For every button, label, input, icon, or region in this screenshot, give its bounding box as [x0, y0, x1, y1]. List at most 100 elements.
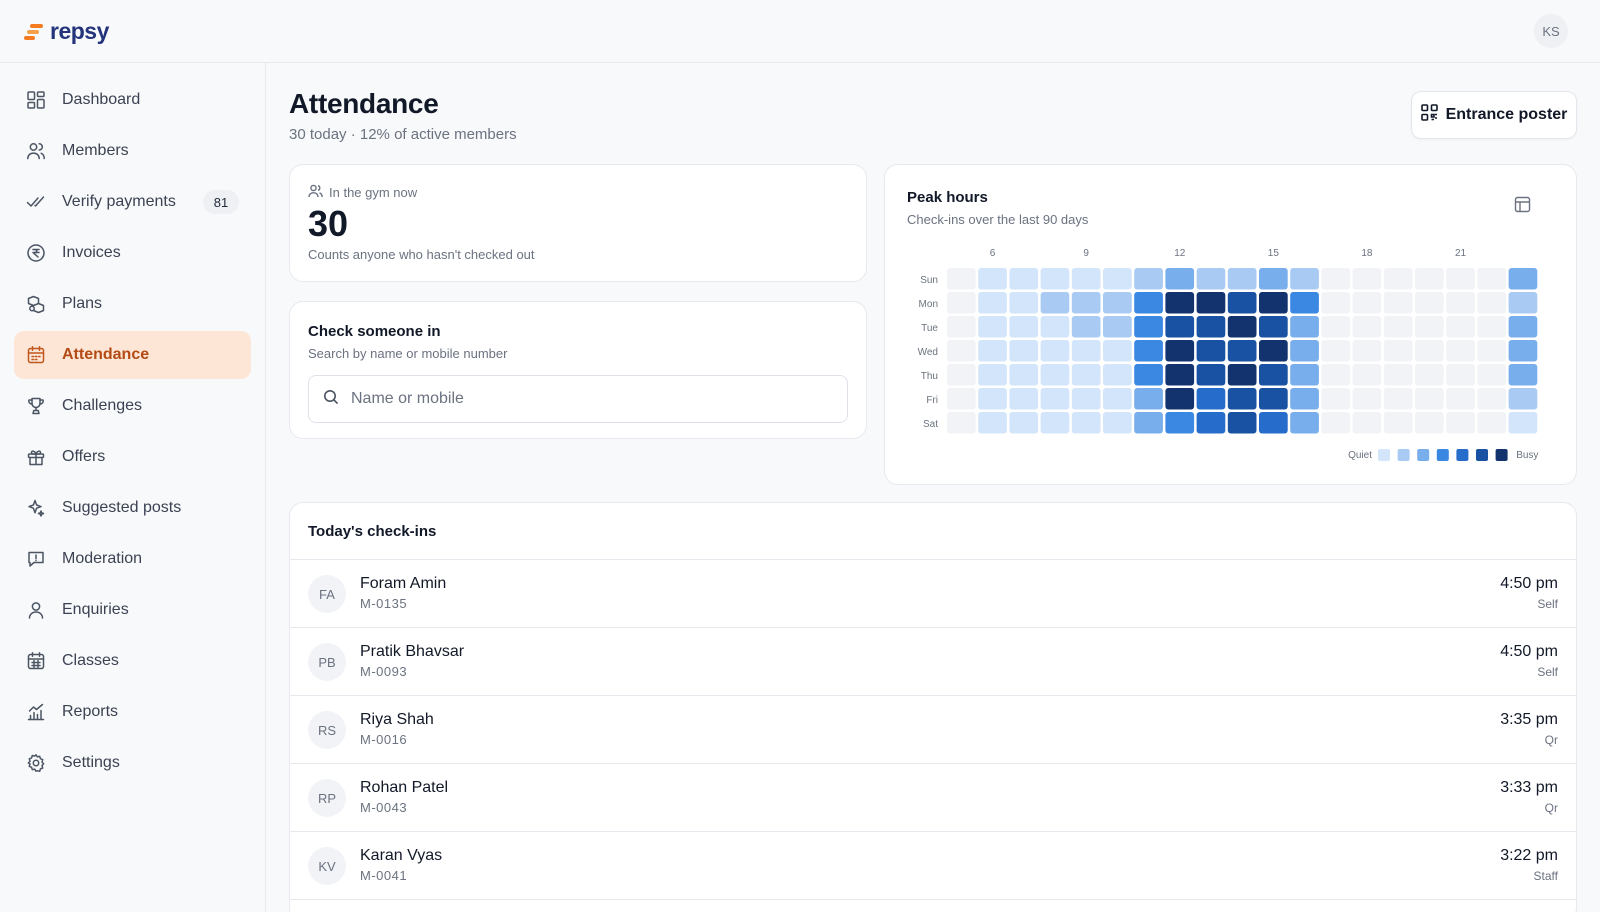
- member-avatar: PB: [308, 643, 346, 681]
- check-in-card: Check someone in Search by name or mobil…: [289, 301, 867, 439]
- heatmap-cell: [1259, 412, 1288, 434]
- member-avatar: RS: [308, 711, 346, 749]
- heatmap-cell: [1321, 364, 1351, 386]
- sidebar-item-members[interactable]: Members: [14, 127, 251, 175]
- day-label: Thu: [921, 371, 938, 382]
- heatmap-cell: [978, 388, 1007, 410]
- chart-icon: [26, 702, 46, 722]
- member-id: M-0016: [360, 732, 408, 747]
- checkin-row[interactable]: PB Pratik Bhavsar M-0093 4:50 pm Self: [290, 628, 1576, 696]
- qr-code-icon: [1420, 104, 1438, 126]
- heatmap-cell: [1352, 412, 1382, 434]
- heatmap-cell: [1227, 316, 1257, 338]
- checkin-time: 4:50 pm: [1500, 575, 1558, 592]
- checkin-row[interactable]: KV Karan Vyas M-0041 3:22 pm Staff: [290, 832, 1576, 900]
- heatmap-cell: [947, 388, 976, 410]
- peak-hours-title: Peak hours: [907, 189, 988, 206]
- table-view-icon[interactable]: [1514, 196, 1531, 218]
- sidebar-item-plans[interactable]: Plans: [14, 280, 251, 328]
- app-logo[interactable]: repsy: [24, 18, 109, 45]
- day-label: Sun: [920, 275, 938, 286]
- in-gym-now-card: In the gym now 30 Counts anyone who hasn…: [289, 164, 867, 282]
- in-gym-now-label: In the gym now: [329, 185, 418, 200]
- heatmap-cell: [978, 268, 1007, 290]
- heatmap-cell: [1290, 388, 1319, 410]
- member-avatar: FA: [308, 575, 346, 613]
- sidebar-item-classes[interactable]: Classes: [14, 637, 251, 685]
- heatmap-cell: [1383, 364, 1413, 386]
- heatmap-cell: [947, 340, 976, 362]
- checkin-time: 3:35 pm: [1500, 711, 1558, 728]
- sidebar-item-attendance[interactable]: Attendance: [14, 331, 251, 379]
- top-bar: repsy KS: [0, 0, 1600, 63]
- sidebar-item-suggested-posts[interactable]: Suggested posts: [14, 484, 251, 532]
- heatmap-cell: [1383, 292, 1413, 314]
- heatmap-cell: [1165, 388, 1195, 410]
- entrance-poster-button[interactable]: Entrance poster: [1411, 91, 1577, 139]
- sidebar-item-reports[interactable]: Reports: [14, 688, 251, 736]
- user-avatar[interactable]: KS: [1534, 14, 1568, 48]
- heatmap-cell: [1071, 268, 1101, 290]
- entrance-poster-label: Entrance poster: [1445, 106, 1568, 123]
- sidebar-item-settings[interactable]: Settings: [14, 739, 251, 787]
- heatmap-cell: [1321, 340, 1351, 362]
- heatmap-cell: [1227, 412, 1257, 434]
- heatmap-cell: [1165, 316, 1195, 338]
- heatmap-cell: [1071, 316, 1101, 338]
- x-tick-label: 15: [1268, 248, 1280, 259]
- x-tick-label: 6: [990, 248, 996, 259]
- checkin-time: 3:33 pm: [1500, 779, 1558, 796]
- heatmap-cell: [1196, 292, 1226, 314]
- heatmap-cell: [1383, 316, 1413, 338]
- trophy-icon: [26, 396, 46, 416]
- check-in-search-input[interactable]: [351, 390, 831, 408]
- heatmap-cell: [1290, 316, 1319, 338]
- gear-icon: [26, 753, 46, 773]
- heatmap-cell: [1321, 412, 1351, 434]
- legend-swatch: [1378, 449, 1390, 461]
- heatmap-cell: [1165, 292, 1195, 314]
- member-name: Rohan Patel: [360, 779, 449, 796]
- sidebar-item-label: Moderation: [62, 550, 143, 567]
- sidebar-item-moderation[interactable]: Moderation: [14, 535, 251, 583]
- heatmap-cell: [978, 316, 1007, 338]
- checkin-row[interactable]: FA Foram Amin M-0135 4:50 pm Self: [290, 560, 1576, 628]
- member-name: Karan Vyas: [360, 847, 443, 864]
- heatmap-cell: [1446, 268, 1475, 290]
- heatmap-cell: [1383, 412, 1413, 434]
- heatmap-cell: [1508, 388, 1538, 410]
- heatmap-cell: [1508, 364, 1538, 386]
- heatmap-cell: [1103, 388, 1132, 410]
- heatmap-cell: [1415, 268, 1444, 290]
- heatmap-cell: [1103, 292, 1132, 314]
- heatmap-cell: [947, 268, 976, 290]
- sidebar-item-offers[interactable]: Offers: [14, 433, 251, 481]
- heatmap-cell: [1134, 316, 1163, 338]
- heatmap-cell: [1165, 268, 1195, 290]
- heatmap-cell: [1227, 388, 1257, 410]
- sidebar-item-invoices[interactable]: Invoices: [14, 229, 251, 277]
- heatmap-cell: [1071, 340, 1101, 362]
- heatmap-cell: [1071, 292, 1101, 314]
- heatmap-cell: [1352, 388, 1382, 410]
- sidebar-item-dashboard[interactable]: Dashboard: [14, 76, 251, 124]
- checkin-row[interactable]: RP Rohan Patel M-0043 3:33 pm Qr: [290, 764, 1576, 832]
- checkin-row[interactable]: RS Riya Shah M-0016 3:35 pm Qr: [290, 696, 1576, 764]
- check-double-icon: [26, 192, 46, 212]
- check-in-subtitle: Search by name or mobile number: [308, 346, 508, 361]
- heatmap-cell: [1196, 268, 1226, 290]
- sidebar-item-label: Enquiries: [62, 601, 129, 618]
- sidebar-item-enquiries[interactable]: Enquiries: [14, 586, 251, 634]
- heatmap-cell: [1477, 364, 1507, 386]
- heatmap-cell: [1321, 388, 1351, 410]
- legend-swatch: [1495, 449, 1508, 461]
- heatmap-cell: [1383, 268, 1413, 290]
- check-in-search[interactable]: [308, 375, 848, 423]
- sidebar-item-challenges[interactable]: Challenges: [14, 382, 251, 430]
- heatmap-cell: [1415, 292, 1444, 314]
- sidebar-item-verify-payments[interactable]: Verify payments 81: [14, 178, 251, 226]
- sidebar-item-label: Attendance: [62, 346, 150, 363]
- heatmap-cell: [1009, 268, 1039, 290]
- calendar-icon: [26, 345, 46, 365]
- heatmap-cell: [1259, 292, 1288, 314]
